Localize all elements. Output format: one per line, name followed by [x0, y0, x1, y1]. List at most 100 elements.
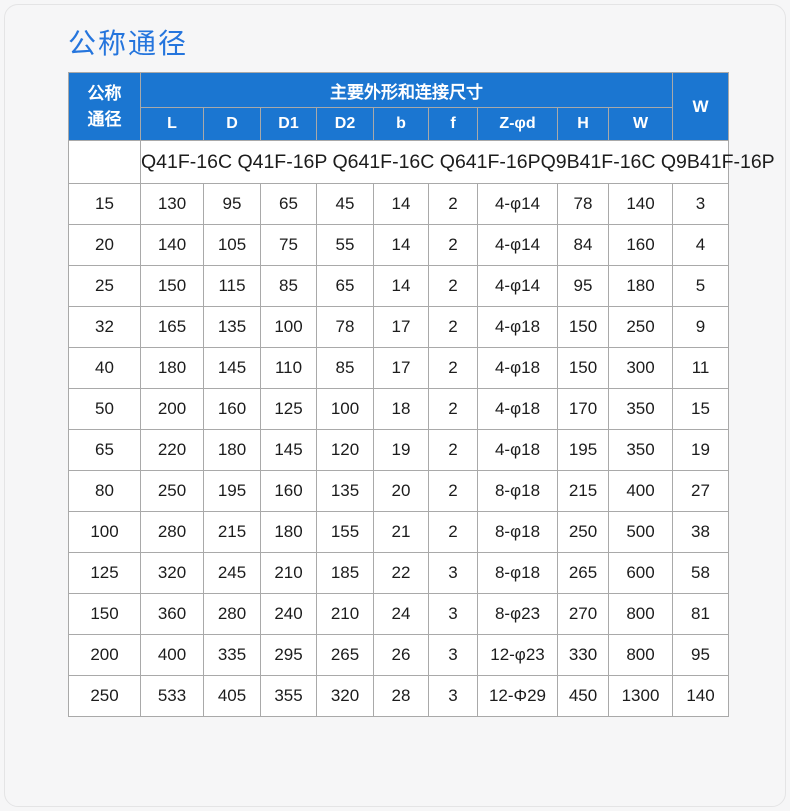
table-cell: 4 [672, 224, 730, 266]
table-cell: 22 [373, 552, 429, 594]
cell-nominal-diameter: 20 [68, 224, 141, 266]
table-cell: 250 [140, 470, 204, 512]
table-cell: 4-φ18 [477, 347, 558, 389]
table-cell: 100 [316, 388, 374, 430]
table-cell: 450 [557, 675, 609, 717]
table-cell: 140 [607, 183, 674, 225]
table-cell: 155 [316, 511, 374, 553]
table-cell: 280 [203, 593, 261, 635]
table-row: 80 250 195 160 135 20 2 8-φ18 215 400 27 [68, 470, 730, 512]
table-cell: 150 [557, 347, 609, 389]
cell-nominal-diameter: 125 [68, 552, 141, 594]
table-cell: 78 [557, 183, 609, 225]
table-cell: 27 [672, 470, 730, 512]
cell-nominal-diameter: 15 [68, 183, 141, 225]
table-cell: 15 [672, 388, 730, 430]
table-cell: 145 [203, 347, 261, 389]
model-codes: Q41F-16C Q41F-16P Q641F-16C Q641F-16PQ9B… [139, 140, 775, 184]
table-cell: 600 [607, 552, 674, 594]
table-cell: 170 [557, 388, 609, 430]
table-cell: 4-φ14 [477, 265, 558, 307]
table-cell: 14 [373, 183, 429, 225]
table-cell: 2 [428, 511, 478, 553]
table-cell: 350 [607, 388, 674, 430]
table-row: 200 400 335 295 265 26 3 12-φ23 330 800 95 [68, 634, 730, 676]
table-cell: 4-φ14 [477, 224, 558, 266]
table-cell: 220 [140, 429, 204, 471]
table-cell: 125 [260, 388, 317, 430]
table-cell: 21 [373, 511, 429, 553]
table-cell: 320 [316, 675, 374, 717]
table-row: 125 320 245 210 185 22 3 8-φ18 265 600 58 [68, 552, 730, 594]
table-row: 40 180 145 110 85 17 2 4-φ18 150 300 11 [68, 347, 730, 389]
table-cell: 180 [203, 429, 261, 471]
header-row-groups: 公称通径 主要外形和连接尺寸 W [68, 72, 730, 141]
cell-nominal-diameter: 32 [68, 306, 141, 348]
col-header-nominal-diameter: 公称通径 [68, 72, 141, 141]
table-cell: 250 [557, 511, 609, 553]
sub-header-H: H [557, 107, 609, 141]
table-cell: 215 [203, 511, 261, 553]
table-cell: 360 [140, 593, 204, 635]
table-cell: 12-Φ29 [477, 675, 558, 717]
table-cell: 200 [140, 388, 204, 430]
table-cell: 85 [316, 347, 374, 389]
table-cell: 8-φ18 [477, 511, 558, 553]
table-cell: 95 [672, 634, 730, 676]
table-cell: 8-φ18 [477, 470, 558, 512]
table-cell: 160 [260, 470, 317, 512]
table-cell: 2 [428, 183, 478, 225]
table-cell: 65 [316, 265, 374, 307]
table-cell: 2 [428, 265, 478, 307]
table-cell: 3 [428, 634, 478, 676]
table-row: 25 150 115 85 65 14 2 4-φ14 95 180 5 [68, 265, 730, 307]
table-row: 100 280 215 180 155 21 2 8-φ18 250 500 38 [68, 511, 730, 553]
table-cell: 14 [373, 265, 429, 307]
table-cell: 4-φ14 [477, 183, 558, 225]
table-cell: 105 [203, 224, 261, 266]
sub-header-b: b [373, 107, 429, 141]
table-cell: 8-φ18 [477, 552, 558, 594]
table-cell: 160 [607, 224, 674, 266]
table-cell: 65 [260, 183, 317, 225]
table-cell: 180 [140, 347, 204, 389]
table-cell: 120 [316, 429, 374, 471]
table-cell: 245 [203, 552, 261, 594]
table-cell: 165 [140, 306, 204, 348]
table-cell: 3 [428, 675, 478, 717]
table-row: 32 165 135 100 78 17 2 4-φ18 150 250 9 [68, 306, 730, 348]
cell-nominal-diameter: 250 [68, 675, 141, 717]
table-cell: 800 [607, 634, 674, 676]
table-row: 15 130 95 65 45 14 2 4-φ14 78 140 3 [68, 183, 730, 225]
table-cell: 3 [672, 183, 730, 225]
sub-header-D2: D2 [316, 107, 374, 141]
table-row: 20 140 105 75 55 14 2 4-φ14 84 160 4 [68, 224, 730, 266]
table-cell: 320 [140, 552, 204, 594]
table-cell: 140 [672, 675, 730, 717]
table-cell: 405 [203, 675, 261, 717]
table-cell: 135 [316, 470, 374, 512]
table-cell: 58 [672, 552, 730, 594]
table-cell: 400 [607, 470, 674, 512]
table-cell: 2 [428, 429, 478, 471]
table-cell: 295 [260, 634, 317, 676]
table-cell: 18 [373, 388, 429, 430]
col-header-weight: W [672, 72, 730, 141]
table-cell: 12-φ23 [477, 634, 558, 676]
table-cell: 2 [428, 306, 478, 348]
sub-header-D: D [203, 107, 261, 141]
table-cell: 110 [260, 347, 317, 389]
table-cell: 180 [260, 511, 317, 553]
table-cell: 500 [607, 511, 674, 553]
group-header-main-dimensions: 主要外形和连接尺寸 [139, 72, 674, 108]
table-cell: 11 [672, 347, 730, 389]
table-cell: 250 [607, 306, 674, 348]
table-cell: 280 [140, 511, 204, 553]
table-cell: 95 [203, 183, 261, 225]
header-row-dimensions: L D D1 D2 b f Z-φd H W [69, 107, 729, 141]
table-cell: 210 [316, 593, 374, 635]
table-cell: 135 [203, 306, 261, 348]
table-cell: 1300 [607, 675, 674, 717]
table-cell: 240 [260, 593, 317, 635]
